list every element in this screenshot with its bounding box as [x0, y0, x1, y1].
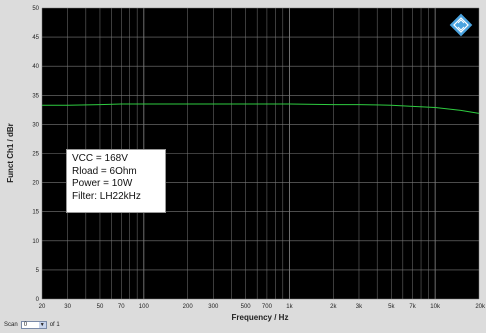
- y-tick-label: 50: [32, 6, 39, 12]
- scan-select-value: 0: [23, 322, 28, 328]
- series-line-0: [42, 103, 480, 114]
- chevron-down-icon[interactable]: ▼: [38, 322, 46, 328]
- y-tick-label: 15: [32, 210, 39, 216]
- x-tick-label: 30: [64, 304, 71, 310]
- y-tick-label: 35: [32, 93, 39, 99]
- y-tick-label: 45: [32, 35, 39, 41]
- y-tick-label: 20: [32, 181, 39, 187]
- x-tick-label: 700: [262, 304, 273, 310]
- x-tick-label: 20: [39, 304, 46, 310]
- scan-label: Scan: [4, 322, 18, 328]
- x-axis-label: Frequency / Hz: [232, 313, 289, 322]
- y-tick-label: 5: [36, 268, 40, 274]
- y-axis-label: Funct Ch1 / dBr: [6, 123, 15, 183]
- info-line-vcc: VCC = 168V: [72, 153, 128, 164]
- y-tick-label: 30: [32, 122, 39, 128]
- x-tick-label: 500: [241, 304, 252, 310]
- grid: [41, 7, 480, 300]
- x-tick-label: 50: [97, 304, 104, 310]
- x-tick-label: 300: [208, 304, 219, 310]
- info-line-filter: Filter: LH22kHz: [72, 190, 141, 202]
- x-tick-label: 3k: [356, 304, 363, 310]
- info-line-rload: Rload = 6Ohm: [72, 165, 137, 177]
- x-tick-label: 20k: [475, 304, 486, 310]
- x-tick-label: 70: [118, 304, 125, 310]
- info-line-power: Power = 10W: [72, 178, 133, 189]
- x-tick-label: 100: [139, 304, 150, 310]
- y-ticks: 0 5 10 15 20 25 30 35 40 45 50: [32, 6, 39, 303]
- x-tick-label: 10k: [430, 304, 441, 310]
- x-tick-label: 1k: [286, 304, 293, 310]
- x-tick-label: 7k: [409, 304, 416, 310]
- series-layer: [42, 103, 480, 114]
- x-ticks: 20 30 50 70 100 200 300 500 700 1k 2k 3k 5k 7k 10k 20k: [39, 304, 486, 310]
- scan-bar: Scan 0 ▼ of 1: [4, 319, 60, 331]
- scan-select[interactable]: 0 ▼: [20, 321, 47, 329]
- y-tick-label: 0: [36, 297, 40, 303]
- x-tick-label: 2k: [330, 304, 337, 310]
- y-tick-label: 10: [32, 239, 39, 245]
- y-tick-label: 25: [32, 152, 39, 158]
- measurement-info-box: VCC = 168V Rload = 6Ohm Power = 10W Filt…: [66, 149, 166, 213]
- y-tick-label: 40: [32, 64, 39, 70]
- scan-of-text: of 1: [49, 322, 60, 328]
- x-tick-label: 5k: [388, 304, 395, 310]
- x-tick-label: 200: [183, 304, 194, 310]
